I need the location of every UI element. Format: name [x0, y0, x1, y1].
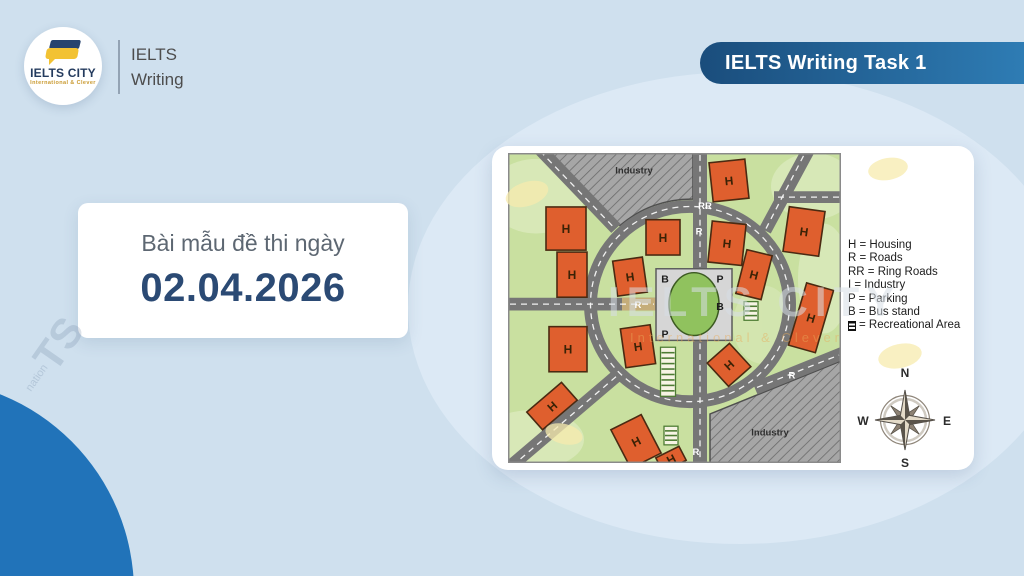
road-label: RR [698, 200, 712, 211]
task-banner: IELTS Writing Task 1 [700, 42, 1024, 84]
logo-subtitle: International & Clever [30, 80, 96, 86]
legend-text: I = Industry [848, 279, 906, 292]
housing-label: H [633, 339, 644, 354]
map-legend: H = Housing R = Roads RR = Ring Roads I = I… [848, 239, 960, 333]
legend-row: P = Parking [848, 293, 960, 306]
housing-block: H [548, 325, 588, 373]
road-center-lines [510, 153, 840, 462]
industry-label: Industry [615, 165, 653, 176]
recreational-area-icon [848, 321, 856, 332]
housing-block: H [545, 206, 587, 251]
square-facility-label: P [661, 330, 668, 341]
legend-row: = Recreational Area [848, 319, 960, 332]
compass-south-label: S [901, 456, 909, 470]
compass-north-label: N [901, 366, 910, 380]
housing-block: H [734, 248, 774, 301]
housing-label: H [724, 174, 734, 189]
side-watermark-small: nation [23, 362, 51, 394]
housing-block: H [787, 281, 835, 354]
industry-label: Industry [751, 427, 789, 438]
legend-row: RR = Ring Roads [848, 266, 960, 279]
logo-title: IELTS CITY [30, 66, 96, 80]
recreational-area [663, 425, 679, 446]
legend-text: RR = Ring Roads [848, 265, 938, 278]
header-divider [118, 40, 120, 94]
housing-label: H [568, 268, 577, 282]
date-card: Bài mẫu đề thi ngày 02.04.2026 [78, 203, 408, 338]
road-northwest-diagonal [534, 153, 621, 233]
compass-main-star [874, 389, 936, 451]
housing-block: H [556, 251, 588, 298]
road-label: R [693, 446, 700, 457]
housing-label: H [625, 270, 636, 285]
corner-accent-circle [0, 379, 134, 576]
legend-row: B = Bus stand [848, 306, 960, 319]
date-card-value: 02.04.2026 [140, 266, 346, 310]
housing-block: H [706, 342, 752, 388]
brand-line-1: IELTS [131, 45, 177, 64]
industry-zones [546, 153, 841, 463]
legend-text: B = Bus stand [848, 306, 920, 319]
legend-text: H = Housing [848, 239, 912, 251]
date-card-label: Bài mẫu đề thi ngày [141, 230, 345, 256]
industry-zone-southeast [709, 360, 841, 463]
legend-row: R = Roads [848, 252, 960, 265]
recreational-area [743, 300, 759, 321]
housing-block: H [654, 445, 688, 463]
square-facility-label: P [716, 275, 723, 286]
map-card: H H H H H H H H H H H H H H H RR R R R R B P B P Industry Industr… [492, 146, 974, 470]
legend-row: H = Housing [848, 239, 960, 252]
housing-block: H [782, 205, 826, 258]
brand-line-2: Writing [131, 70, 184, 89]
map-border [508, 153, 841, 463]
housing-block: H [707, 220, 747, 267]
compass-rose: N E S W [857, 366, 951, 470]
housing-label: H [748, 267, 760, 283]
housing-label: H [805, 310, 817, 326]
housing-label: H [722, 236, 732, 251]
housing-block: H [611, 256, 649, 298]
road-west-paved-section [622, 297, 656, 311]
housing-block: H [619, 323, 657, 369]
housing-label: H [659, 231, 668, 245]
brand-text: IELTS Writing [131, 42, 184, 92]
housing-label: H [564, 343, 573, 357]
brand-logo: IELTS CITY International & Clever [24, 27, 102, 105]
central-roundabout-green [668, 271, 720, 337]
compass-east-label: E [943, 414, 951, 428]
industry-zone-northwest [546, 153, 694, 227]
legend-text: P = Parking [848, 292, 908, 305]
square-facility-label: B [661, 275, 669, 286]
task-banner-label: IELTS Writing Task 1 [725, 51, 927, 74]
road-label: R [696, 226, 703, 237]
square-facility-label: B [716, 302, 724, 313]
compass-west-label: W [857, 414, 869, 428]
road-label: R [635, 299, 642, 310]
housing-label: H [664, 451, 678, 463]
housing-block: H [645, 218, 681, 256]
legend-text: R = Roads [848, 252, 903, 265]
speech-bubble-icon [45, 40, 82, 65]
housing-block: H [708, 158, 750, 203]
recreational-area [659, 346, 677, 397]
legend-row: I = Industry [848, 279, 960, 292]
housing-block: H [609, 413, 663, 463]
road-label: R [789, 370, 796, 381]
housing-label: H [562, 222, 571, 236]
housing-block: H [525, 381, 579, 431]
legend-text: = Recreational Area [859, 319, 961, 332]
housing-label: H [799, 224, 810, 239]
